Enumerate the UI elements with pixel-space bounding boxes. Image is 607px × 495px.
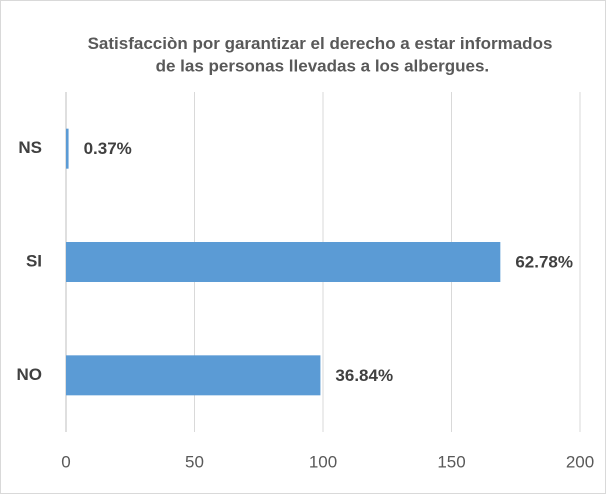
x-tick-label: 200 bbox=[566, 452, 594, 471]
x-tick-label: 150 bbox=[437, 452, 465, 471]
bar bbox=[66, 242, 501, 282]
x-tick-label: 100 bbox=[309, 452, 337, 471]
x-tick-label: 0 bbox=[61, 452, 70, 471]
data-label: 0.37% bbox=[84, 139, 132, 158]
y-tick-label: NO bbox=[17, 365, 43, 384]
data-label: 62.78% bbox=[515, 252, 573, 271]
bar bbox=[66, 355, 321, 396]
chart-title: Satisfacciòn por garantizar el derecho a… bbox=[88, 34, 553, 76]
data-label: 36.84% bbox=[335, 366, 393, 385]
bar bbox=[66, 128, 69, 169]
y-tick-label: NS bbox=[18, 138, 42, 157]
y-tick-label: SI bbox=[26, 251, 42, 270]
x-tick-label: 50 bbox=[185, 452, 204, 471]
